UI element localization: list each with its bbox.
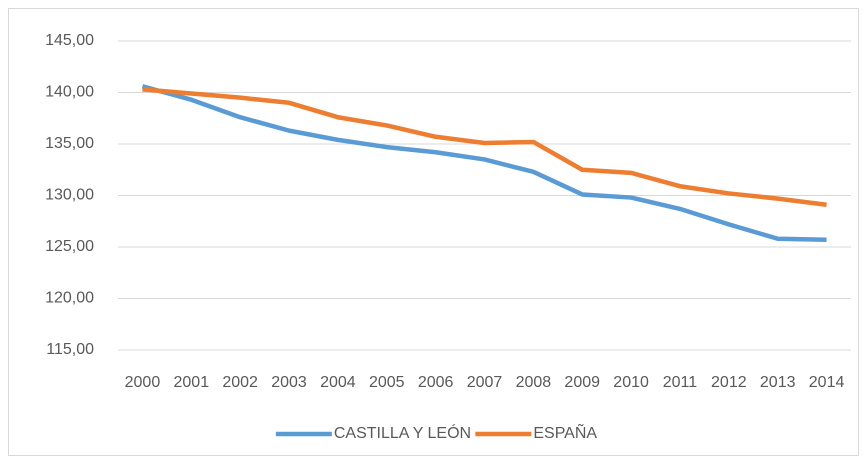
line-series <box>141 84 827 243</box>
y-tick-label: 120,00 <box>45 290 94 307</box>
y-tick-label: 130,00 <box>45 187 94 204</box>
x-tick-label: 2007 <box>467 374 503 391</box>
line-series <box>142 87 827 208</box>
x-tick-label: 2003 <box>271 374 307 391</box>
y-tick-label: 135,00 <box>45 135 94 152</box>
x-tick-label: 2004 <box>320 374 356 391</box>
x-tick-label: 2006 <box>418 374 454 391</box>
x-tick-label: 2005 <box>369 374 405 391</box>
legend-label: CASTILLA Y LEÓN <box>334 423 471 442</box>
y-tick-label: 145,00 <box>45 32 94 49</box>
y-tick-label: 125,00 <box>45 238 94 255</box>
x-tick-label: 2012 <box>711 374 747 391</box>
x-tick-label: 2014 <box>809 374 845 391</box>
x-tick-label: 2009 <box>564 374 600 391</box>
x-tick-label: 2008 <box>516 374 552 391</box>
x-tick-label: 2010 <box>613 374 649 391</box>
x-tick-label: 2001 <box>174 374 210 391</box>
y-tick-label: 140,00 <box>45 84 94 101</box>
x-tick-label: 2002 <box>222 374 258 391</box>
legend-label: ESPAÑA <box>533 422 597 442</box>
x-tick-label: 2011 <box>663 374 698 391</box>
y-tick-label: 115,00 <box>46 341 94 358</box>
x-tick-label: 2000 <box>125 374 161 391</box>
chart-border <box>8 8 859 456</box>
x-tick-label: 2013 <box>760 374 796 391</box>
